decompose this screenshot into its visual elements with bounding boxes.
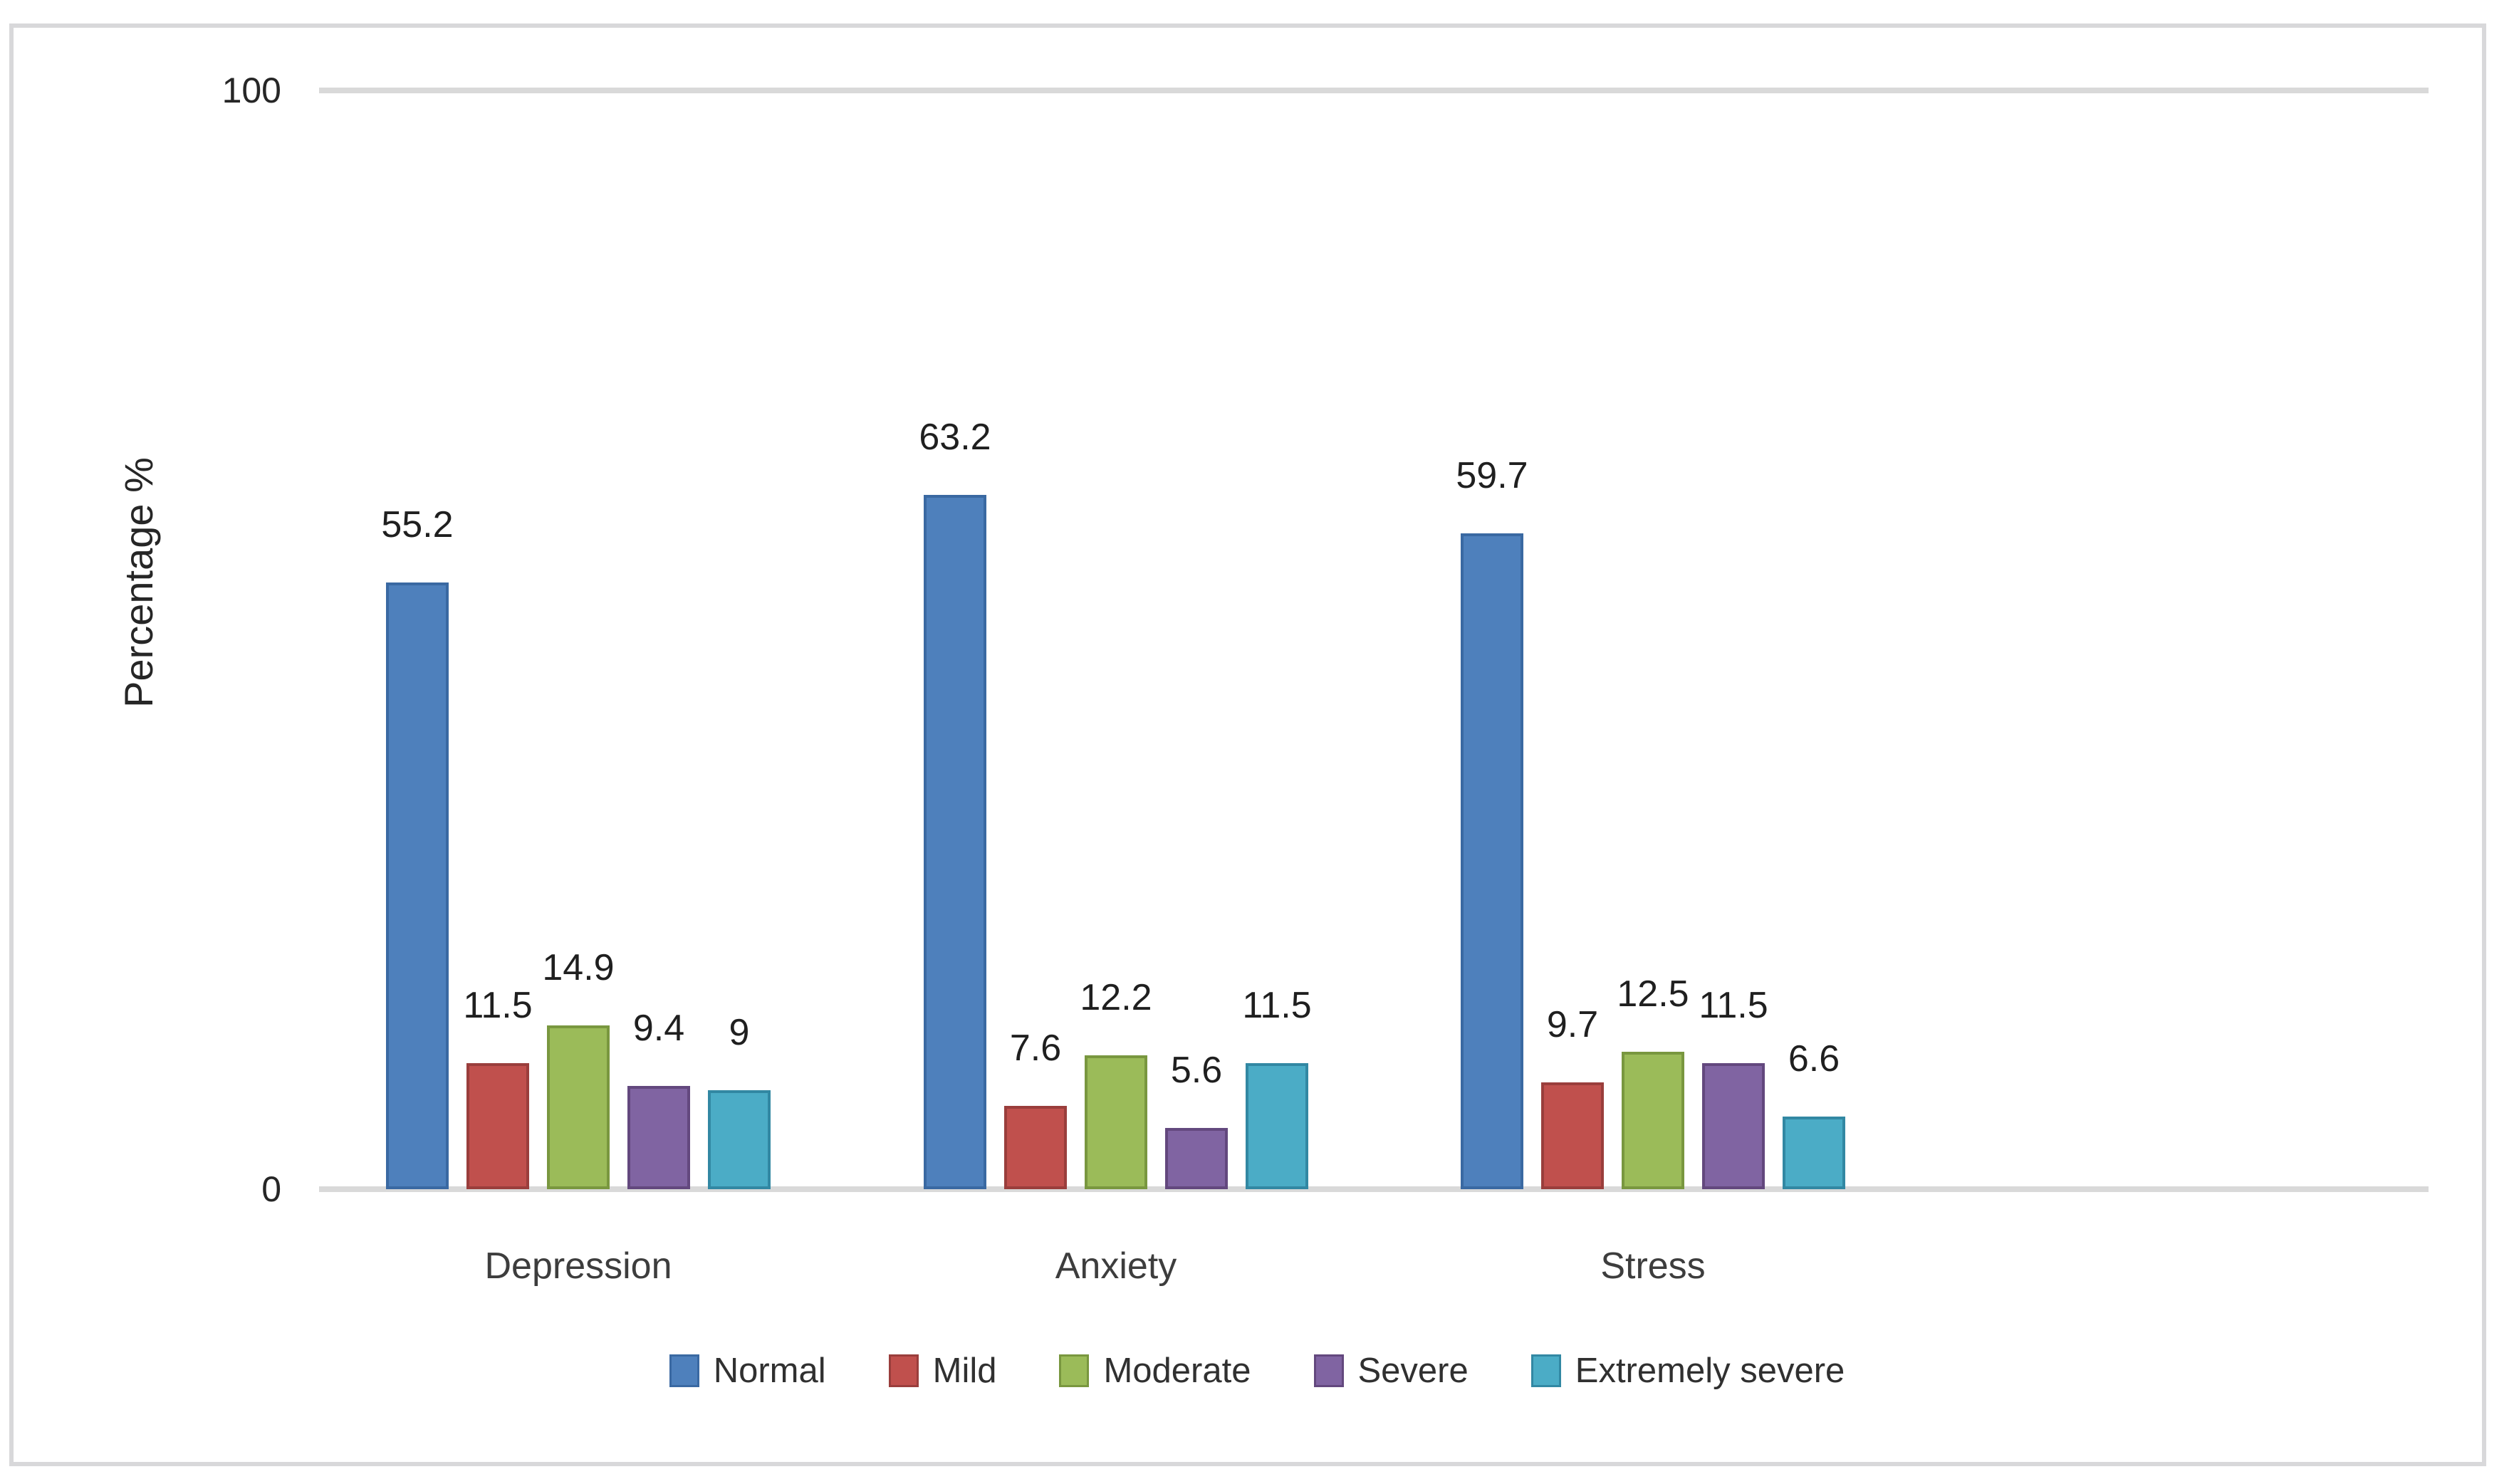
data-label-extremely-severe-stress: 6.6: [1788, 1038, 1840, 1080]
y-axis-title: Percentage %: [116, 457, 161, 708]
bar-severe-anxiety: [1165, 1128, 1228, 1189]
data-label-severe-anxiety: 5.6: [1170, 1050, 1223, 1091]
bar-extremely-severe-anxiety: [1246, 1063, 1308, 1189]
bar-moderate-depression: [547, 1025, 610, 1189]
legend-label: Severe: [1357, 1352, 1469, 1390]
bar-mild-depression: [466, 1063, 529, 1189]
data-label-severe-depression: 9.4: [632, 1008, 685, 1049]
bar-extremely-severe-stress: [1783, 1117, 1845, 1189]
legend: Normal Mild Moderate Severe Extremely severe: [0, 1350, 2514, 1391]
legend-marker-icon: [888, 1354, 919, 1387]
legend-item-normal: Normal: [669, 1350, 826, 1391]
bar-moderate-stress: [1622, 1052, 1684, 1189]
data-label-moderate-stress: 12.5: [1617, 973, 1689, 1015]
data-label-mild-anxiety: 7.6: [1009, 1028, 1062, 1069]
legend-label: Normal: [713, 1352, 826, 1390]
bar-mild-stress: [1541, 1082, 1604, 1189]
bar-moderate-anxiety: [1085, 1055, 1147, 1189]
legend-label: Extremely severe: [1575, 1352, 1845, 1390]
y-tick-100: 100: [221, 70, 281, 110]
legend-item-moderate: Moderate: [1059, 1350, 1251, 1391]
data-label-mild-stress: 9.7: [1546, 1004, 1599, 1045]
bar-normal-depression: [386, 582, 449, 1189]
bar-severe-stress: [1702, 1063, 1765, 1189]
bar-severe-depression: [627, 1086, 690, 1189]
data-label-normal-anxiety: 63.2: [919, 417, 991, 458]
data-label-normal-stress: 59.7: [1456, 455, 1528, 496]
gridline-100: [319, 88, 2429, 93]
legend-item-severe: Severe: [1313, 1350, 1469, 1391]
legend-label: Mild: [932, 1352, 997, 1390]
data-label-normal-depression: 55.2: [381, 504, 454, 545]
category-label-anxiety: Anxiety: [1055, 1245, 1177, 1287]
data-label-extremely-severe-depression: 9: [729, 1012, 750, 1053]
legend-item-extremely-severe: Extremely severe: [1530, 1350, 1845, 1391]
legend-marker-icon: [669, 1354, 699, 1387]
category-label-depression: Depression: [484, 1245, 672, 1287]
y-tick-0: 0: [261, 1169, 281, 1209]
x-axis-line: [319, 1186, 2429, 1192]
legend-item-mild: Mild: [888, 1350, 997, 1391]
bar-extremely-severe-depression: [708, 1090, 771, 1189]
bar-mild-anxiety: [1004, 1106, 1067, 1189]
data-label-severe-stress: 11.5: [1699, 985, 1768, 1026]
data-label-moderate-depression: 14.9: [542, 947, 615, 988]
legend-marker-icon: [1530, 1354, 1561, 1387]
data-label-extremely-severe-anxiety: 11.5: [1242, 985, 1312, 1026]
bar-normal-anxiety: [924, 495, 986, 1189]
bar-normal-stress: [1461, 533, 1523, 1189]
category-label-stress: Stress: [1600, 1245, 1706, 1287]
legend-marker-icon: [1059, 1354, 1090, 1387]
legend-marker-icon: [1313, 1354, 1344, 1387]
data-label-mild-depression: 11.5: [463, 985, 533, 1026]
legend-label: Moderate: [1103, 1352, 1251, 1390]
data-label-moderate-anxiety: 12.2: [1080, 977, 1152, 1018]
